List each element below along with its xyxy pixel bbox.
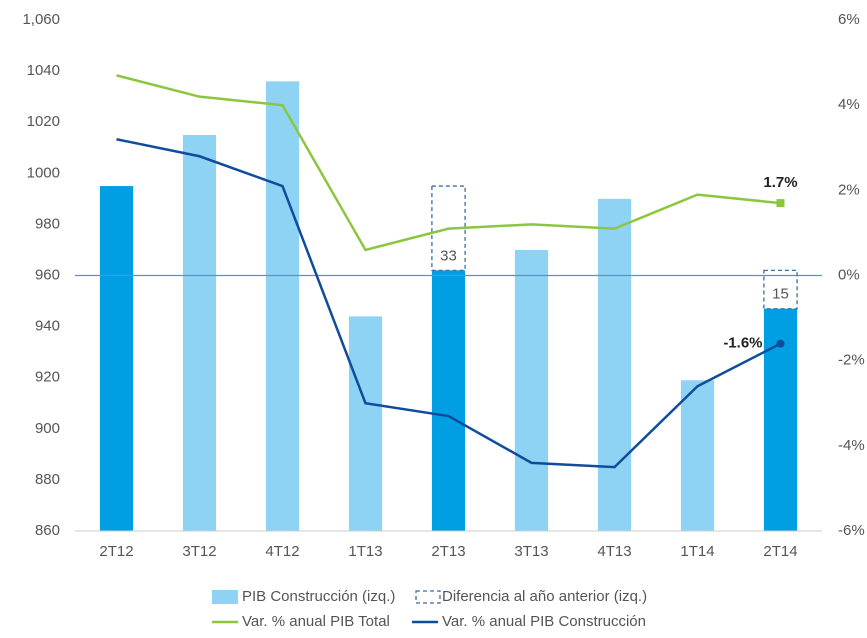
x-tick-label: 3T13 <box>514 543 548 560</box>
legend-label: Var. % anual PIB Total <box>242 613 390 630</box>
x-tick-label: 4T13 <box>597 543 631 560</box>
bar <box>265 81 300 531</box>
x-tick-label: 2T14 <box>763 543 797 560</box>
x-tick-label: 4T12 <box>265 543 299 560</box>
bar <box>514 249 549 531</box>
legend-label: Var. % anual PIB Construcción <box>442 613 646 630</box>
y-tick-label: 920 <box>35 369 60 386</box>
point-marker <box>776 339 785 348</box>
y2-tick-label: -6% <box>838 522 865 539</box>
y-tick-label: 860 <box>35 522 60 539</box>
bar <box>99 186 134 531</box>
bar <box>431 270 466 531</box>
x-tick-label: 1T14 <box>680 543 714 560</box>
y2-tick-label: 0% <box>838 266 860 283</box>
value-label: 1.7% <box>763 174 797 191</box>
y2-tick-label: -4% <box>838 437 865 454</box>
y-tick-label: 1000 <box>27 164 60 181</box>
y2-tick-label: 6% <box>838 11 860 28</box>
bar <box>182 134 217 531</box>
bar <box>597 198 632 531</box>
y2-tick-label: 4% <box>838 96 860 113</box>
legend-label: PIB Construcción (izq.) <box>242 588 395 605</box>
y-tick-label: 980 <box>35 215 60 232</box>
x-tick-label: 2T13 <box>431 543 465 560</box>
difference-box <box>763 269 798 310</box>
y2-tick-label: 2% <box>838 181 860 198</box>
line <box>116 74 781 252</box>
bar <box>680 380 715 531</box>
y-tick-label: 1,060 <box>22 11 60 28</box>
y-tick-label: 960 <box>35 266 60 283</box>
y-tick-label: 940 <box>35 318 60 335</box>
y-tick-label: 880 <box>35 471 60 488</box>
difference-label: 15 <box>772 286 789 303</box>
x-tick-label: 3T12 <box>182 543 216 560</box>
line <box>116 138 782 469</box>
x-tick-label: 2T12 <box>99 543 133 560</box>
y-tick-label: 900 <box>35 420 60 437</box>
value-label: -1.6% <box>723 335 762 352</box>
bar <box>348 316 383 531</box>
y2-tick-label: -2% <box>838 352 865 369</box>
legend-swatch <box>415 590 441 604</box>
legend-label: Diferencia al año anterior (izq.) <box>442 588 647 605</box>
x-tick-label: 1T13 <box>348 543 382 560</box>
y-tick-label: 1040 <box>27 62 60 79</box>
y-tick-label: 1020 <box>27 113 60 130</box>
difference-box <box>431 185 466 272</box>
legend-swatch <box>212 590 238 604</box>
point-marker <box>776 199 785 208</box>
difference-label: 33 <box>440 247 457 264</box>
